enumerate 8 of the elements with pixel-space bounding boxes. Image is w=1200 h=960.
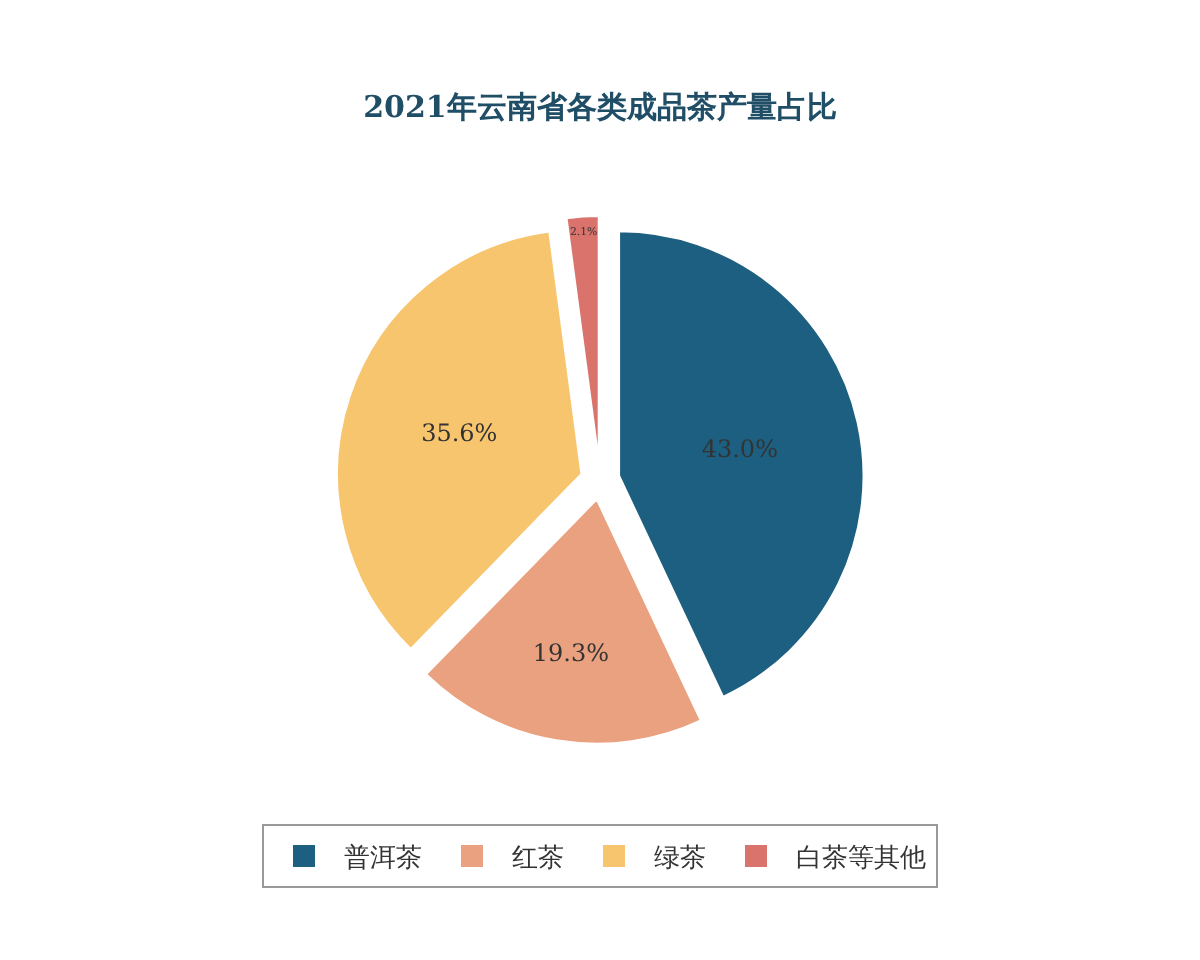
chart-title: 2021年云南省各类成品茶产量占比 <box>363 89 837 125</box>
legend-label: 绿茶 <box>654 844 706 875</box>
data-label: 19.3% <box>532 638 610 667</box>
legend-label: 普洱茶 <box>344 842 422 875</box>
legend-label: 红茶 <box>512 844 564 875</box>
data-label: 35.6% <box>421 419 498 448</box>
data-label: 43.0% <box>701 434 778 463</box>
legend-label: 白茶等其他 <box>796 844 926 875</box>
